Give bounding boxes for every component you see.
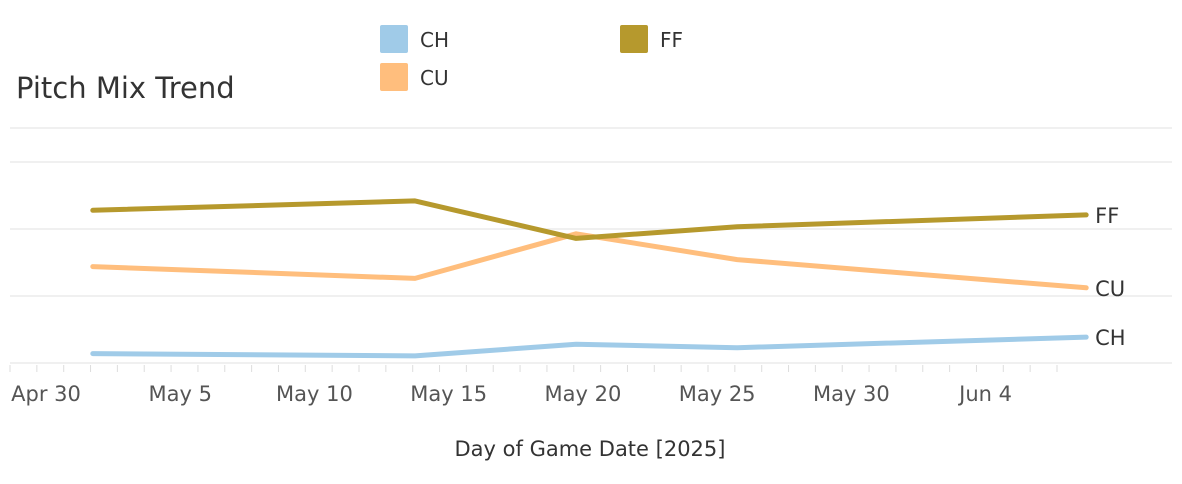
end-label-ff: FF bbox=[1095, 204, 1119, 228]
end-label-cu: CU bbox=[1095, 277, 1125, 301]
series-end-labels: CH CU FF bbox=[1095, 204, 1125, 350]
legend-label: CU bbox=[420, 66, 449, 90]
x-tick-label: May 5 bbox=[149, 382, 212, 406]
legend-swatch bbox=[380, 63, 408, 91]
legend-label: CH bbox=[420, 28, 449, 52]
x-tick-label: May 20 bbox=[545, 382, 622, 406]
x-tick-label: May 10 bbox=[276, 382, 353, 406]
series-line-ff bbox=[90, 198, 1089, 241]
x-tick-label: Apr 30 bbox=[11, 382, 81, 406]
x-tick-label: May 25 bbox=[679, 382, 756, 406]
legend[interactable]: CH FF CU bbox=[380, 25, 683, 91]
legend-item-ff[interactable]: FF bbox=[620, 25, 683, 53]
legend-item-cu[interactable]: CU bbox=[380, 63, 449, 91]
legend-item-ch[interactable]: CH bbox=[380, 25, 449, 53]
legend-label: FF bbox=[660, 28, 683, 52]
legend-swatch bbox=[620, 25, 648, 53]
series-line-ch bbox=[90, 334, 1089, 359]
gridlines bbox=[10, 127, 1172, 364]
series-lines bbox=[90, 198, 1089, 359]
chart-title: Pitch Mix Trend bbox=[16, 71, 235, 105]
x-tick-label: Jun 4 bbox=[957, 382, 1012, 406]
series-line-cu bbox=[90, 231, 1089, 291]
x-tick-label: May 15 bbox=[410, 382, 487, 406]
end-label-ch: CH bbox=[1095, 326, 1125, 350]
x-tick-label: May 30 bbox=[813, 382, 890, 406]
legend-swatch bbox=[380, 25, 408, 53]
x-axis: Apr 30 May 5 May 10 May 15 May 20 May 25 May 3… bbox=[9, 365, 1058, 406]
x-axis-label: Day of Game Date [2025] bbox=[455, 437, 726, 461]
